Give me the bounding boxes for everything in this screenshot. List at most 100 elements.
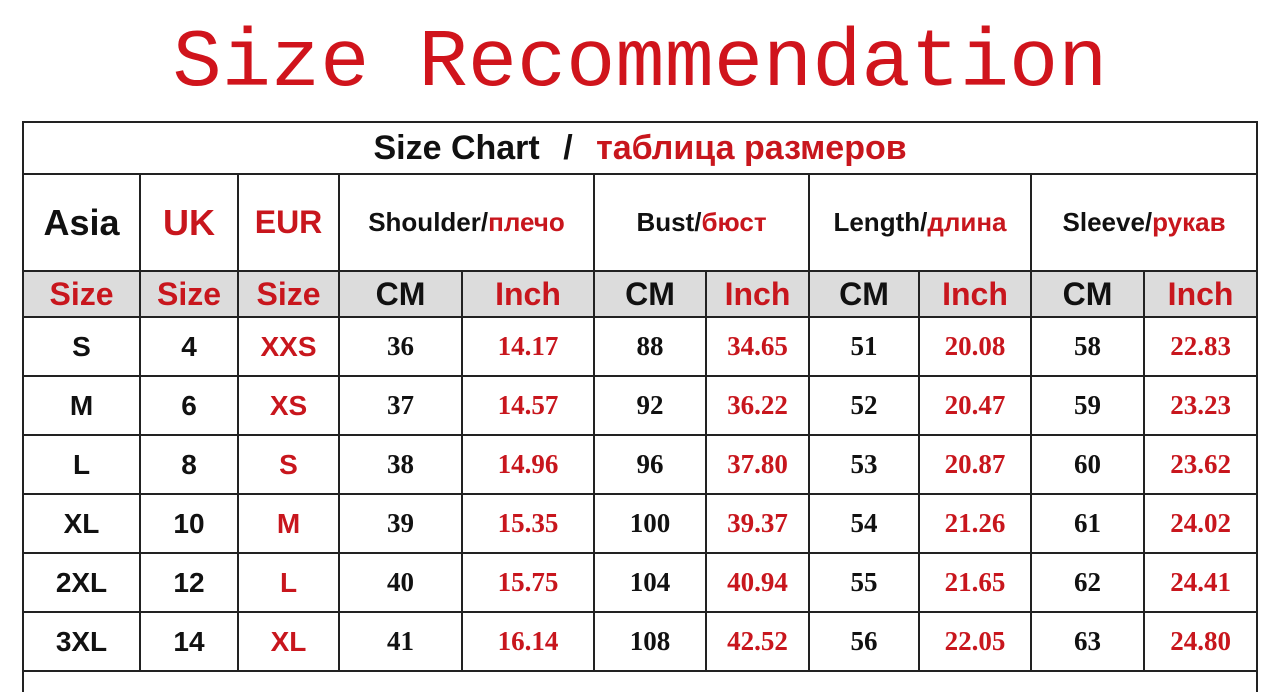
size-chart-table: Size Chart / таблица размеров Asia UK EU… bbox=[21, 121, 1259, 692]
cell-asia-size: M bbox=[22, 375, 141, 436]
cell-sleeve-inch: 24.02 bbox=[1142, 493, 1259, 554]
cell-length-inch: 20.87 bbox=[918, 434, 1032, 495]
cell-bust-cm: 88 bbox=[593, 316, 707, 377]
cell-sleeve-inch: 24.80 bbox=[1142, 611, 1259, 672]
cell-length-cm: 55 bbox=[808, 552, 920, 613]
cell-sleeve-inch: 23.23 bbox=[1142, 375, 1259, 436]
cell-length-cm: 56 bbox=[808, 611, 920, 672]
cell-asia-size: S bbox=[22, 316, 141, 377]
subheader-cell: Inch bbox=[918, 270, 1032, 318]
header-shoulder-ru: плечо bbox=[488, 207, 565, 237]
header-bust: Bust/бюст bbox=[593, 173, 810, 272]
cell-bust-cm: 108 bbox=[593, 611, 707, 672]
cell-eur-size: XXS bbox=[237, 316, 340, 377]
table-footer-row bbox=[21, 670, 1259, 692]
cell-shoulder-cm: 41 bbox=[338, 611, 463, 672]
table-row: XL 10 M 39 15.35 100 39.37 54 21.26 61 24.02 bbox=[22, 493, 1259, 554]
header-sleeve-en: Sleeve/ bbox=[1062, 207, 1153, 237]
cell-shoulder-inch: 14.57 bbox=[461, 375, 595, 436]
cell-shoulder-inch: 14.96 bbox=[461, 434, 595, 495]
header-uk: UK bbox=[139, 173, 239, 272]
cell-bust-inch: 34.65 bbox=[705, 316, 810, 377]
cell-length-inch: 20.47 bbox=[918, 375, 1032, 436]
table-row: M 6 XS 37 14.57 92 36.22 52 20.47 59 23.23 bbox=[22, 375, 1259, 436]
subheader-cell: Inch bbox=[705, 270, 810, 318]
cell-bust-inch: 40.94 bbox=[705, 552, 810, 613]
cell-uk-size: 6 bbox=[139, 375, 239, 436]
cell-sleeve-cm: 60 bbox=[1030, 434, 1145, 495]
header-shoulder-en: Shoulder/ bbox=[368, 207, 489, 237]
header-bust-ru: бюст bbox=[701, 207, 767, 237]
table-title-row: Size Chart / таблица размеров bbox=[21, 121, 1259, 175]
header-length: Length/длина bbox=[808, 173, 1032, 272]
cell-shoulder-inch: 16.14 bbox=[461, 611, 595, 672]
cell-uk-size: 8 bbox=[139, 434, 239, 495]
cell-shoulder-inch: 15.75 bbox=[461, 552, 595, 613]
subheader-cell: Inch bbox=[461, 270, 595, 318]
header-row: Asia UK EUR Shoulder/плечо Bust/бюст Len… bbox=[22, 173, 1259, 272]
table-title-separator: / bbox=[563, 128, 573, 167]
header-bust-en: Bust/ bbox=[636, 207, 702, 237]
cell-asia-size: L bbox=[22, 434, 141, 495]
cell-eur-size: M bbox=[237, 493, 340, 554]
cell-asia-size: 2XL bbox=[22, 552, 141, 613]
cell-uk-size: 14 bbox=[139, 611, 239, 672]
subheader-cell: Size bbox=[139, 270, 239, 318]
cell-bust-inch: 37.80 bbox=[705, 434, 810, 495]
cell-bust-inch: 39.37 bbox=[705, 493, 810, 554]
table-row: S 4 XXS 36 14.17 88 34.65 51 20.08 58 22.83 bbox=[22, 316, 1259, 377]
table-title: Size Chart / таблица размеров bbox=[21, 121, 1259, 175]
cell-length-inch: 20.08 bbox=[918, 316, 1032, 377]
cell-uk-size: 10 bbox=[139, 493, 239, 554]
header-sleeve-ru: рукав bbox=[1152, 207, 1226, 237]
cell-sleeve-cm: 59 bbox=[1030, 375, 1145, 436]
subheader-cell: CM bbox=[593, 270, 707, 318]
cell-bust-cm: 96 bbox=[593, 434, 707, 495]
cell-uk-size: 4 bbox=[139, 316, 239, 377]
subheader-cell: Size bbox=[237, 270, 340, 318]
cell-length-inch: 22.05 bbox=[918, 611, 1032, 672]
cell-asia-size: 3XL bbox=[22, 611, 141, 672]
cell-eur-size: L bbox=[237, 552, 340, 613]
cell-shoulder-cm: 36 bbox=[338, 316, 463, 377]
cell-asia-size: XL bbox=[22, 493, 141, 554]
table-row: 3XL 14 XL 41 16.14 108 42.52 56 22.05 63 24.80 bbox=[22, 611, 1259, 672]
subheader-cell: Size bbox=[22, 270, 141, 318]
table-body: S 4 XXS 36 14.17 88 34.65 51 20.08 58 22.83 M 6 XS 37 1… bbox=[22, 316, 1259, 672]
header-length-en: Length/ bbox=[833, 207, 928, 237]
cell-shoulder-cm: 38 bbox=[338, 434, 463, 495]
cell-sleeve-inch: 24.41 bbox=[1142, 552, 1259, 613]
table-title-ru: таблица размеров bbox=[596, 128, 907, 167]
cell-length-inch: 21.26 bbox=[918, 493, 1032, 554]
cell-sleeve-cm: 63 bbox=[1030, 611, 1145, 672]
cell-length-inch: 21.65 bbox=[918, 552, 1032, 613]
header-eur: EUR bbox=[237, 173, 340, 272]
cell-bust-cm: 92 bbox=[593, 375, 707, 436]
cell-shoulder-inch: 15.35 bbox=[461, 493, 595, 554]
cell-shoulder-cm: 39 bbox=[338, 493, 463, 554]
cell-sleeve-inch: 22.83 bbox=[1142, 316, 1259, 377]
cell-eur-size: XL bbox=[237, 611, 340, 672]
cell-eur-size: XS bbox=[237, 375, 340, 436]
table-row: L 8 S 38 14.96 96 37.80 53 20.87 60 23.62 bbox=[22, 434, 1259, 495]
cell-eur-size: S bbox=[237, 434, 340, 495]
cell-length-cm: 54 bbox=[808, 493, 920, 554]
header-length-ru: длина bbox=[927, 207, 1007, 237]
header-sleeve: Sleeve/рукав bbox=[1029, 173, 1259, 272]
subheader-cell: CM bbox=[1030, 270, 1145, 318]
cell-uk-size: 12 bbox=[139, 552, 239, 613]
subheader-cell: Inch bbox=[1142, 270, 1259, 318]
cell-bust-cm: 100 bbox=[593, 493, 707, 554]
table-row: 2XL 12 L 40 15.75 104 40.94 55 21.65 62 24.41 bbox=[22, 552, 1259, 613]
cell-sleeve-cm: 62 bbox=[1030, 552, 1145, 613]
page-title: Size Recommendation bbox=[172, 17, 1108, 110]
cell-length-cm: 51 bbox=[808, 316, 920, 377]
table-footer-cell bbox=[21, 670, 1259, 692]
subheader-cell: CM bbox=[808, 270, 920, 318]
cell-length-cm: 52 bbox=[808, 375, 920, 436]
cell-sleeve-inch: 23.62 bbox=[1142, 434, 1259, 495]
cell-sleeve-cm: 58 bbox=[1030, 316, 1145, 377]
header-shoulder: Shoulder/плечо bbox=[338, 173, 595, 272]
cell-shoulder-cm: 37 bbox=[338, 375, 463, 436]
cell-shoulder-cm: 40 bbox=[338, 552, 463, 613]
